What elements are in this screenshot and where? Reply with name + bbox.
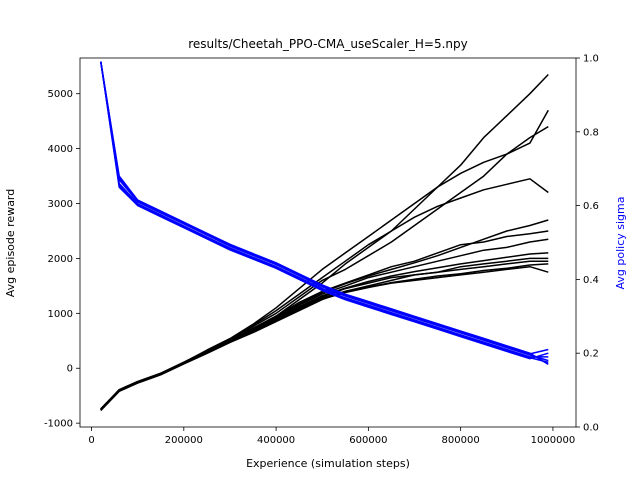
series-layer	[100, 61, 549, 412]
y-left-tick-label: 2000	[48, 254, 73, 265]
x-tick-label: 600000	[349, 435, 387, 446]
reward-run-line-1	[100, 260, 549, 410]
y-right-tick-label: 0.2	[583, 349, 599, 360]
x-tick-label: 0	[88, 435, 94, 446]
reward-run-line-5	[100, 230, 549, 410]
y-left-tick-label: 3000	[48, 199, 73, 210]
reward-run-line-12	[100, 252, 549, 411]
reward-run-line-7	[100, 109, 549, 410]
axes-layer: 0 200000 400000 600000 800000 1000000 -1000 0 10…	[44, 54, 599, 447]
y-right-tick-label: 0.6	[583, 201, 599, 212]
y-left-tick-label: -1000	[44, 419, 73, 430]
y-right-tick-label: 0.0	[583, 423, 599, 434]
y-right-tick-label: 0.4	[583, 275, 599, 286]
y-left-tick-label: 4000	[48, 144, 73, 155]
chart-title: results/Cheetah_PPO-CMA_useScaler_H=5.np…	[188, 37, 468, 51]
x-axis-label: Experience (simulation steps)	[246, 457, 410, 470]
sigma-run-line-6	[100, 61, 549, 364]
x-tick-label: 800000	[442, 435, 480, 446]
sigma-run-line-4	[100, 61, 549, 360]
y-left-tick-label: 1000	[48, 309, 73, 320]
x-tick-label: 200000	[165, 435, 203, 446]
y-right-tick-label: 1.0	[583, 54, 599, 65]
plot-area	[100, 61, 549, 412]
sigma-run-line-5	[100, 61, 549, 355]
y-left-tick-label: 5000	[48, 89, 73, 100]
x-tick-label: 1000000	[531, 435, 576, 446]
sigma-run-line-3	[100, 61, 549, 358]
y-axis-right-label: Avg policy sigma	[614, 197, 627, 290]
sigma-run-line-2	[100, 61, 549, 362]
y-left-tick-label: 0	[67, 364, 73, 375]
y-axis-left-label: Avg episode reward	[4, 189, 17, 297]
reward-run-line-10	[100, 178, 549, 410]
x-tick-label: 400000	[257, 435, 295, 446]
sigma-run-line-1	[100, 61, 549, 365]
plot-frame	[79, 57, 577, 428]
reward-run-line-11	[100, 219, 549, 410]
y-right-tick-label: 0.8	[583, 127, 599, 138]
